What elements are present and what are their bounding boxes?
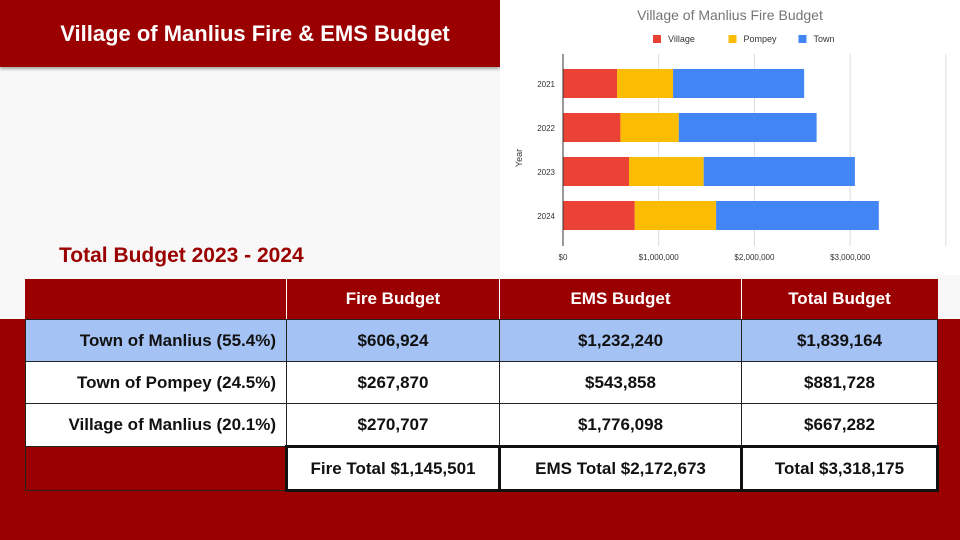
row-label: Town of Pompey (24.5%) [25, 361, 287, 404]
bar-pompey [629, 157, 704, 186]
table-header-row: Fire Budget EMS Budget Total Budget [25, 279, 938, 320]
x-tick-label: $0 [559, 253, 568, 262]
x-tick-label: $1,000,000 [639, 253, 680, 262]
budget-table: Fire Budget EMS Budget Total Budget Town… [25, 279, 939, 492]
table-row: Town of Manlius (55.4%) $606,924 $1,232,… [25, 319, 938, 362]
x-tick-label: $2,000,000 [734, 253, 775, 262]
bar-town [673, 69, 805, 98]
legend-label: Pompey [744, 34, 778, 44]
legend-label: Town [814, 34, 835, 44]
y-tick-label: 2023 [537, 168, 555, 177]
bar-village [563, 157, 630, 186]
x-tick-label: $3,000,000 [830, 253, 871, 262]
ems-total: EMS Total $2,172,673 [498, 445, 743, 492]
total-cell: $881,728 [741, 361, 938, 404]
bar-town [678, 113, 817, 142]
row-label: Town of Manlius (55.4%) [25, 319, 287, 362]
bar-village [563, 69, 618, 98]
fire-cell: $267,870 [286, 361, 500, 404]
title-banner: Village of Manlius Fire & EMS Budget [0, 0, 500, 67]
bar-pompey [617, 69, 674, 98]
legend-label: Village [668, 34, 695, 44]
total-cell: $1,839,164 [741, 319, 938, 362]
fire-cell: $270,707 [286, 403, 500, 447]
y-tick-label: 2024 [537, 212, 555, 221]
y-axis-label: Year [514, 149, 524, 167]
slide-title: Village of Manlius Fire & EMS Budget [60, 20, 450, 46]
header-ems: EMS Budget [499, 279, 742, 320]
section-title: Total Budget 2023 - 2024 [59, 244, 304, 267]
ems-cell: $543,858 [499, 361, 742, 404]
ems-cell: $1,776,098 [499, 403, 742, 447]
bar-pompey [634, 201, 717, 230]
stacked-bar-chart: Village of Manlius Fire Budget Village Pom… [514, 7, 947, 262]
header-total: Total Budget [741, 279, 938, 320]
totals-blank [25, 446, 287, 491]
grand-total: Total $3,318,175 [740, 445, 939, 492]
table-row: Town of Pompey (24.5%) $267,870 $543,858… [25, 361, 938, 404]
chart-container: Village of Manlius Fire Budget Village Pom… [500, 0, 960, 275]
legend-swatch [653, 35, 661, 43]
bar-pompey [620, 113, 679, 142]
header-blank [25, 279, 287, 320]
chart-title: Village of Manlius Fire Budget [637, 7, 823, 23]
bar-village [563, 201, 635, 230]
fire-total: Fire Total $1,145,501 [285, 445, 501, 492]
table-row: Village of Manlius (20.1%) $270,707 $1,7… [25, 403, 938, 447]
total-cell: $667,282 [741, 403, 938, 447]
y-tick-label: 2022 [537, 124, 555, 133]
bar-town [703, 157, 855, 186]
legend-swatch [728, 35, 737, 43]
totals-row: Fire Total $1,145,501 EMS Total $2,172,6… [25, 445, 939, 492]
header-fire: Fire Budget [286, 279, 500, 320]
bar-village [563, 113, 621, 142]
bar-town [716, 201, 879, 230]
fire-cell: $606,924 [286, 319, 500, 362]
y-tick-label: 2021 [537, 80, 555, 89]
legend-swatch [798, 35, 807, 43]
ems-cell: $1,232,240 [499, 319, 742, 362]
row-label: Village of Manlius (20.1%) [25, 403, 287, 447]
